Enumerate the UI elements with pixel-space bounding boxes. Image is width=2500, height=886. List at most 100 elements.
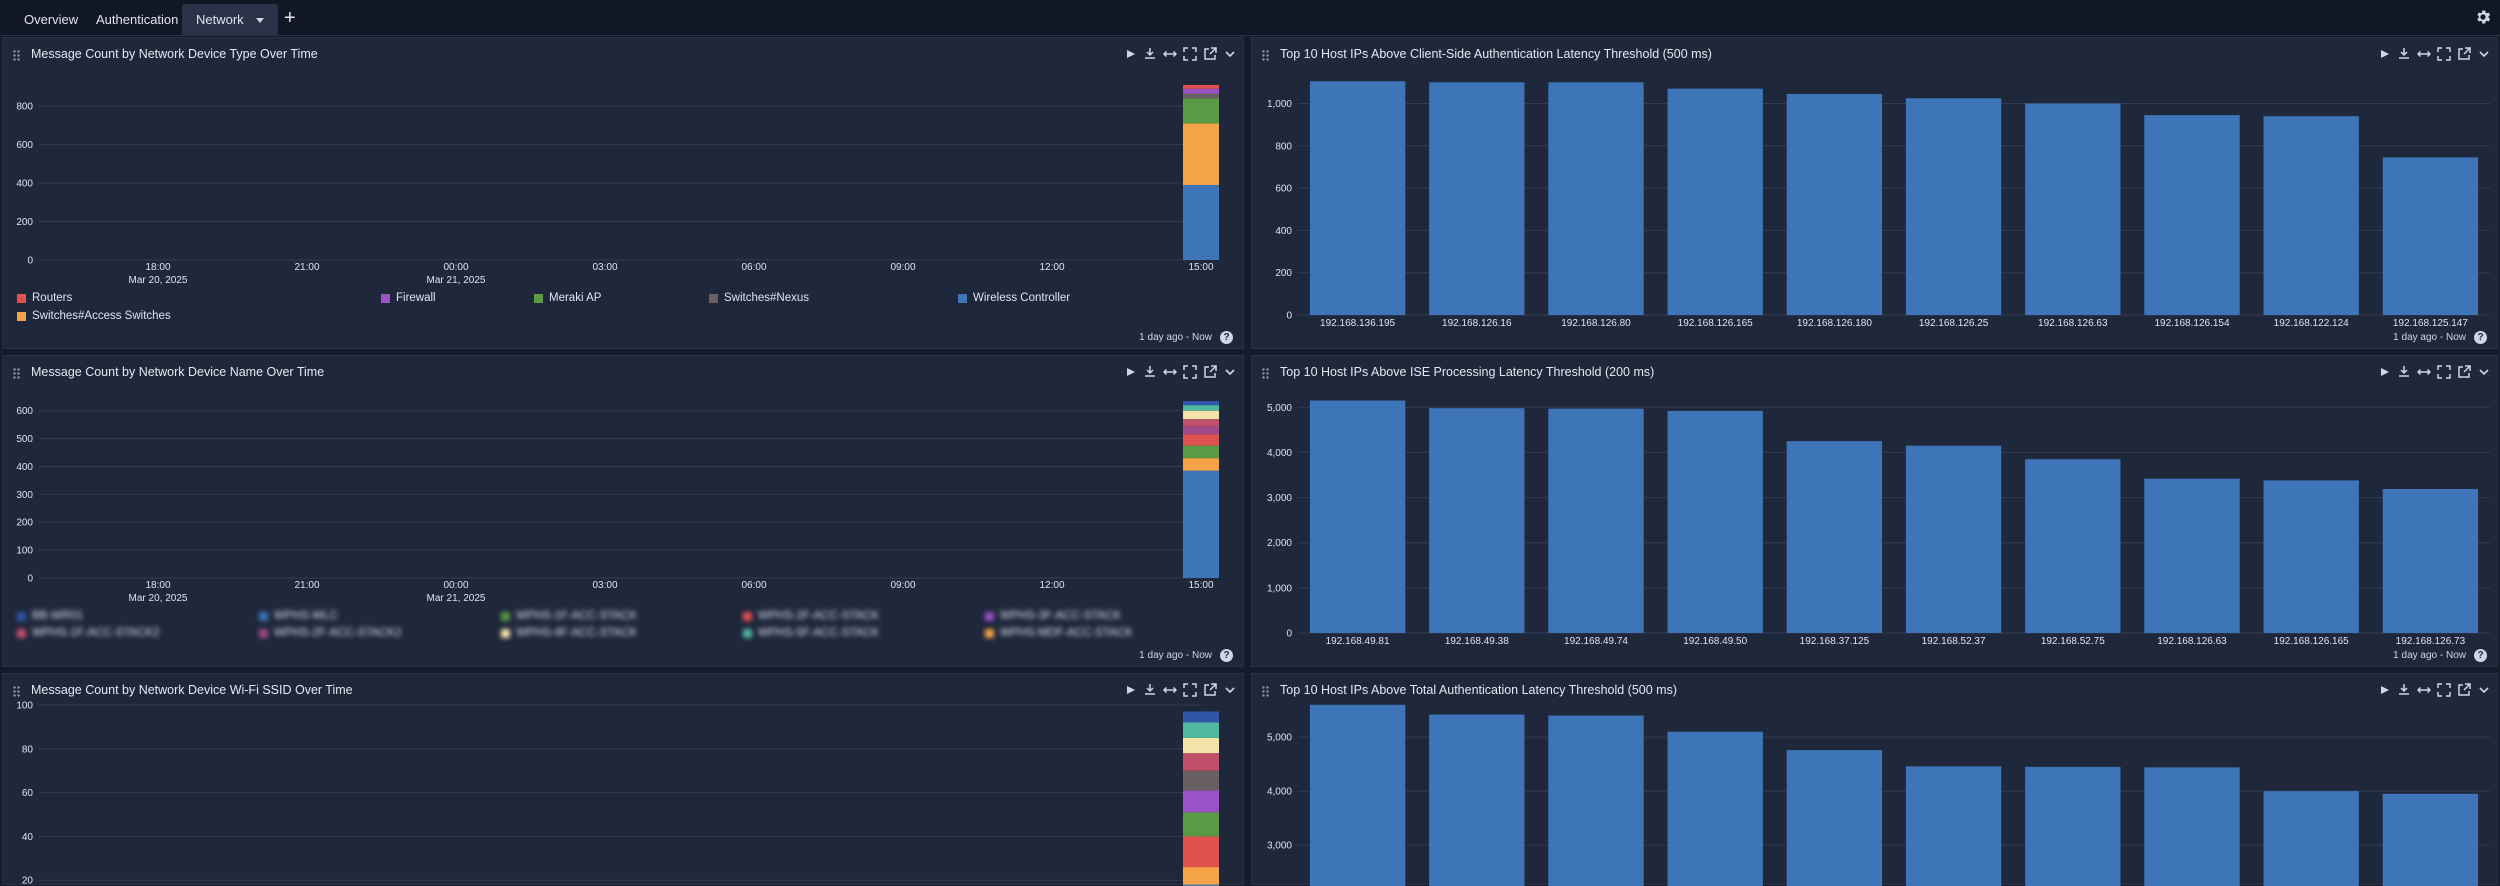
resize-horizontal-icon[interactable] xyxy=(2417,47,2431,61)
bar[interactable] xyxy=(2144,115,2240,315)
drag-handle-icon[interactable] xyxy=(13,684,20,702)
stacked-bar-segment[interactable] xyxy=(1183,88,1219,94)
bar[interactable] xyxy=(2144,478,2240,633)
legend-item[interactable]: WPHS-2F-ACC-STACK2 xyxy=(259,627,402,639)
resize-horizontal-icon[interactable] xyxy=(1163,365,1177,379)
bar[interactable] xyxy=(1309,81,1406,315)
download-icon[interactable] xyxy=(1143,683,1157,697)
open-external-icon[interactable] xyxy=(2457,683,2471,697)
bar[interactable] xyxy=(1905,445,2002,633)
stacked-bar-segment[interactable] xyxy=(1183,753,1219,771)
stacked-bar-segment[interactable] xyxy=(1183,426,1219,435)
legend-item[interactable]: Wireless Controller xyxy=(958,292,1070,304)
fullscreen-icon[interactable] xyxy=(1183,683,1197,697)
fullscreen-icon[interactable] xyxy=(1183,365,1197,379)
bar[interactable] xyxy=(1548,715,1644,886)
bar[interactable] xyxy=(2025,459,2121,633)
help-icon[interactable]: ? xyxy=(1220,331,1233,344)
legend-item[interactable]: WPHS-5F-ACC-STACK xyxy=(743,627,879,639)
fullscreen-icon[interactable] xyxy=(1183,47,1197,61)
run-icon[interactable] xyxy=(1123,47,1137,61)
download-icon[interactable] xyxy=(1143,365,1157,379)
chevron-down-icon[interactable] xyxy=(1223,365,1237,379)
bar[interactable] xyxy=(2025,766,2121,886)
download-icon[interactable] xyxy=(2397,683,2411,697)
legend-item[interactable]: Switches#Nexus xyxy=(709,292,809,304)
stacked-bar-segment[interactable] xyxy=(1183,836,1219,868)
legend-item[interactable]: WPHS-1F-ACC-STACK xyxy=(501,610,637,622)
chevron-down-icon[interactable] xyxy=(2477,365,2491,379)
bar[interactable] xyxy=(2382,793,2479,886)
legend-item[interactable]: Meraki AP xyxy=(534,292,601,304)
stacked-bar-segment[interactable] xyxy=(1183,84,1219,89)
resize-horizontal-icon[interactable] xyxy=(2417,365,2431,379)
bar[interactable] xyxy=(1309,400,1406,633)
add-tab-button[interactable]: + xyxy=(284,7,296,29)
run-icon[interactable] xyxy=(1123,365,1137,379)
legend-item[interactable]: WPHS-MDF-ACC-STACK xyxy=(985,627,1133,639)
drag-handle-icon[interactable] xyxy=(13,48,20,66)
bar[interactable] xyxy=(2263,116,2359,315)
bar[interactable] xyxy=(1786,441,1883,633)
stacked-bar-segment[interactable] xyxy=(1183,470,1219,578)
gear-icon[interactable] xyxy=(2474,8,2492,31)
stacked-bar-segment[interactable] xyxy=(1183,400,1219,406)
resize-horizontal-icon[interactable] xyxy=(2417,683,2431,697)
open-external-icon[interactable] xyxy=(1203,47,1217,61)
resize-horizontal-icon[interactable] xyxy=(1163,683,1177,697)
drag-handle-icon[interactable] xyxy=(1262,48,1269,66)
tab-network[interactable]: Network xyxy=(182,4,278,36)
chevron-down-icon[interactable] xyxy=(2477,47,2491,61)
open-external-icon[interactable] xyxy=(1203,683,1217,697)
stacked-bar-segment[interactable] xyxy=(1183,445,1219,459)
stacked-bar-segment[interactable] xyxy=(1183,93,1219,99)
open-external-icon[interactable] xyxy=(1203,365,1217,379)
stacked-bar-segment[interactable] xyxy=(1183,790,1219,813)
drag-handle-icon[interactable] xyxy=(1262,366,1269,384)
stacked-bar-segment[interactable] xyxy=(1183,737,1219,754)
stacked-bar-segment[interactable] xyxy=(1183,405,1219,411)
chevron-down-icon[interactable] xyxy=(1223,47,1237,61)
bar[interactable] xyxy=(1429,714,1525,886)
bar[interactable] xyxy=(1667,731,1763,886)
fullscreen-icon[interactable] xyxy=(2437,365,2451,379)
stacked-bar-segment[interactable] xyxy=(1183,458,1219,471)
bar[interactable] xyxy=(2263,791,2359,886)
run-icon[interactable] xyxy=(2377,365,2391,379)
chevron-down-icon[interactable] xyxy=(2477,683,2491,697)
resize-horizontal-icon[interactable] xyxy=(1163,47,1177,61)
download-icon[interactable] xyxy=(1143,47,1157,61)
legend-item[interactable]: WPHS-1F-ACC-STACK2 xyxy=(17,627,160,639)
fullscreen-icon[interactable] xyxy=(2437,47,2451,61)
stacked-bar-segment[interactable] xyxy=(1183,419,1219,427)
run-icon[interactable] xyxy=(2377,683,2391,697)
chevron-down-icon[interactable] xyxy=(255,18,264,24)
bar[interactable] xyxy=(1309,704,1406,886)
legend-item[interactable]: WPHS-3F-ACC-STACK xyxy=(985,610,1121,622)
legend-item[interactable]: BB-WR01 xyxy=(17,610,83,622)
bar[interactable] xyxy=(1548,408,1644,633)
bar[interactable] xyxy=(1429,82,1525,316)
stacked-bar-segment[interactable] xyxy=(1183,722,1219,738)
bar[interactable] xyxy=(2382,157,2479,315)
bar[interactable] xyxy=(1905,98,2002,315)
bar[interactable] xyxy=(1667,410,1763,633)
help-icon[interactable]: ? xyxy=(2474,331,2487,344)
bar[interactable] xyxy=(1786,750,1883,886)
legend-item[interactable]: Routers xyxy=(17,292,72,304)
bar[interactable] xyxy=(1786,93,1883,315)
tab-authentication[interactable]: Authentication xyxy=(96,12,179,27)
legend-item[interactable]: Switches#Access Switches xyxy=(17,310,171,322)
legend-item[interactable]: Firewall xyxy=(381,292,436,304)
tab-overview[interactable]: Overview xyxy=(24,12,79,27)
run-icon[interactable] xyxy=(1123,683,1137,697)
stacked-bar-segment[interactable] xyxy=(1183,867,1219,885)
download-icon[interactable] xyxy=(2397,47,2411,61)
stacked-bar-segment[interactable] xyxy=(1183,123,1219,185)
stacked-bar-segment[interactable] xyxy=(1183,434,1219,446)
stacked-bar-segment[interactable] xyxy=(1183,98,1219,124)
download-icon[interactable] xyxy=(2397,365,2411,379)
run-icon[interactable] xyxy=(2377,47,2391,61)
drag-handle-icon[interactable] xyxy=(1262,684,1269,702)
bar[interactable] xyxy=(2263,480,2359,633)
